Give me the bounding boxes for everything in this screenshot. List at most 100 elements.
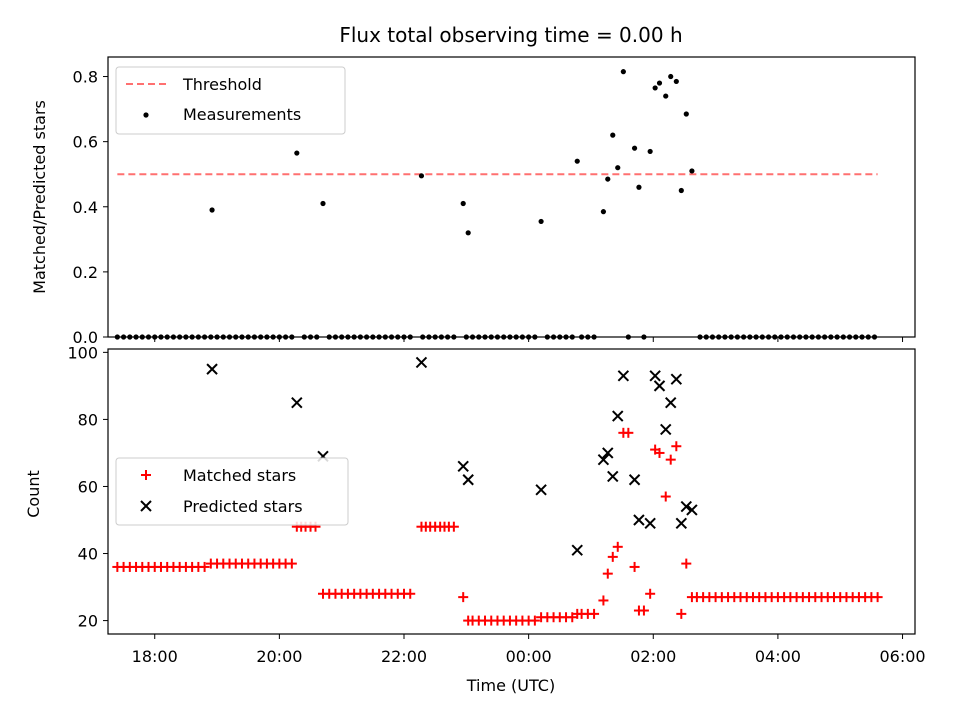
bottom-xtick-label: 04:00: [755, 647, 801, 666]
measurement-point: [656, 80, 663, 86]
legend-measurements-swatch: [143, 112, 149, 118]
measurement-point: [615, 165, 621, 171]
predicted-point: [617, 370, 630, 382]
predicted-point: [535, 484, 547, 496]
legend-measurements-label: Measurements: [183, 105, 301, 124]
bottom-xlabel: Time (UTC): [466, 676, 555, 695]
measurement-point: [294, 150, 300, 156]
measurement-point: [610, 132, 616, 138]
matched-point: [623, 427, 634, 438]
legend-predicted-swatch: [140, 500, 152, 512]
matched-point: [602, 568, 613, 579]
measurement-point: [636, 184, 642, 190]
matched-point: [199, 561, 210, 572]
bottom-ytick-label: 80: [78, 410, 98, 429]
predicted-point: [686, 504, 698, 516]
bottom-ytick-label: 40: [78, 545, 98, 564]
bottom-legend: Matched stars Predicted stars: [115, 457, 349, 526]
predicted-point: [633, 514, 645, 526]
predicted-point: [644, 517, 656, 530]
predicted-point: [415, 356, 428, 369]
matched-point: [529, 615, 540, 626]
predicted-point: [462, 474, 474, 486]
matched-point: [671, 441, 682, 452]
legend-matched-label: Matched stars: [183, 466, 296, 485]
predicted-point: [670, 373, 683, 385]
bottom-xtick-label: 02:00: [630, 647, 676, 666]
measurement-point: [663, 93, 669, 99]
predicted-point: [628, 474, 641, 486]
top-ytick-label: 0.0: [73, 328, 98, 347]
predicted-point: [680, 500, 693, 513]
matched-point: [458, 592, 469, 603]
matched-point: [405, 588, 416, 599]
matched-point: [654, 447, 665, 458]
predicted-point: [612, 410, 624, 422]
bottom-ytick-label: 20: [78, 612, 98, 631]
top-legend-frame: [115, 66, 346, 135]
matched-point: [676, 608, 687, 619]
legend-predicted-label: Predicted stars: [183, 497, 303, 516]
top-ytick-label: 0.6: [73, 133, 98, 152]
predicted-point: [597, 453, 610, 466]
measurement-point: [538, 218, 544, 225]
matched-point: [645, 588, 656, 599]
bottom-legend-frame: [115, 457, 349, 526]
measurement-point: [465, 230, 471, 236]
top-axes-frame: [107, 56, 916, 338]
measurement-point: [605, 176, 611, 182]
matched-point: [286, 558, 297, 569]
measurement-point: [574, 158, 580, 164]
measurement-point: [620, 69, 626, 75]
bottom-ylabel: Count: [24, 470, 43, 518]
measurement-point: [600, 209, 607, 215]
bottom-xtick-label: 22:00: [381, 647, 427, 666]
measurement-point: [668, 73, 674, 80]
bottom-xtick-label: 06:00: [879, 647, 925, 666]
matched-point: [448, 521, 459, 532]
predicted-point: [665, 396, 677, 409]
top-ytick-label: 0.8: [73, 68, 98, 87]
bottom-xtick-label: 18:00: [132, 647, 178, 666]
predicted-point: [649, 370, 661, 382]
predicted-point: [206, 363, 218, 375]
measurement-point: [209, 207, 215, 213]
matched-point: [629, 561, 640, 572]
matched-point: [660, 491, 671, 502]
measurement-point: [320, 200, 326, 207]
chart-title: Flux total observing time = 0.00 h: [339, 23, 682, 47]
predicted-point: [291, 396, 303, 409]
bottom-series-predicted-stars: [206, 356, 698, 556]
measurement-point: [673, 78, 679, 85]
measurement-point: [683, 111, 689, 117]
matched-point: [589, 608, 600, 619]
top-ylabel: Matched/Predicted stars: [30, 100, 49, 294]
predicted-point: [571, 544, 583, 556]
matched-point: [612, 541, 623, 552]
legend-threshold-label: Threshold: [182, 75, 262, 94]
measurement-point: [418, 173, 425, 179]
matched-point: [598, 595, 609, 606]
matched-point: [681, 558, 692, 569]
top-legend: Threshold Measurements: [115, 66, 346, 135]
top-ytick-label: 0.4: [73, 198, 98, 217]
matched-point: [607, 551, 618, 562]
matched-point: [665, 454, 676, 465]
measurement-point: [652, 85, 658, 91]
matched-point: [872, 592, 883, 603]
predicted-point: [660, 423, 672, 436]
bottom-ytick-label: 100: [67, 343, 98, 362]
top-panel: 0.0 0.2 0.4 0.6 0.8: [73, 56, 916, 347]
bottom-panel: 20 40 60 80 100 18:00 20:00 22:00 00:00 02:00 04:0…: [67, 343, 925, 666]
measurement-point: [689, 168, 695, 174]
matched-point: [638, 605, 649, 616]
predicted-point: [675, 517, 688, 530]
measurement-point: [631, 145, 638, 151]
legend-matched-swatch: [141, 470, 151, 480]
measurement-point: [647, 148, 653, 155]
measurement-point: [678, 187, 684, 194]
bottom-series-matched-stars: [112, 427, 883, 626]
bottom-xtick-label: 00:00: [506, 647, 552, 666]
bottom-axes-frame: [107, 348, 916, 635]
